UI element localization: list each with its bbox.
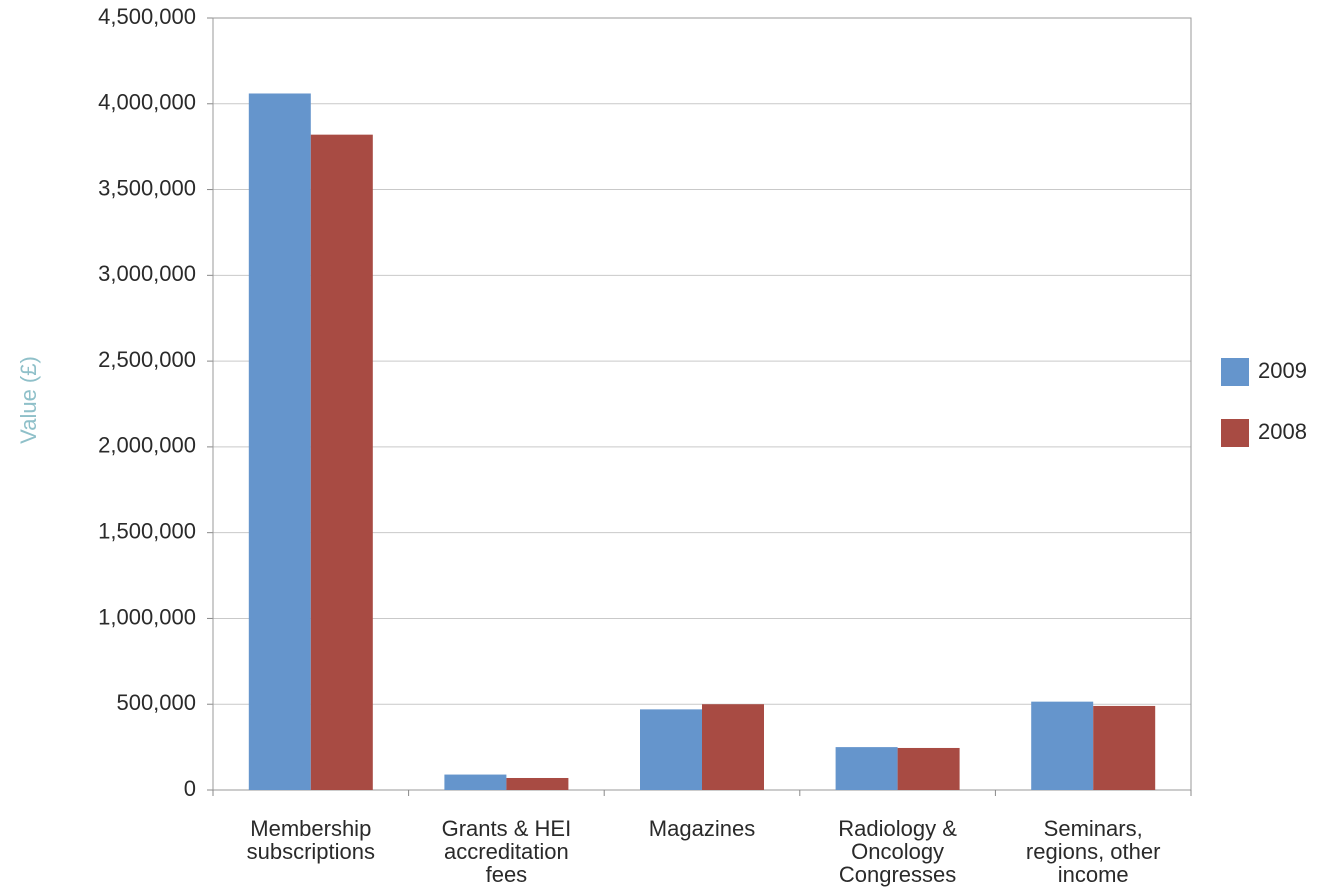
bar xyxy=(640,709,702,790)
legend-swatch xyxy=(1221,358,1249,386)
x-tick-label: Radiology & Oncology Congresses xyxy=(838,816,957,887)
legend-label: 2009 xyxy=(1258,358,1307,383)
bar xyxy=(444,774,507,790)
y-tick-label: 3,500,000 xyxy=(98,175,196,200)
bar xyxy=(506,777,569,790)
bar xyxy=(310,134,373,790)
y-tick-label: 0 xyxy=(184,776,196,801)
y-tick-label: 1,500,000 xyxy=(98,518,196,543)
y-tick-label: 2,000,000 xyxy=(98,433,196,458)
x-tick-label: Membership subscriptions xyxy=(246,816,375,864)
x-tick-label: Seminars, regions, other income xyxy=(1025,816,1161,887)
legend-label: 2008 xyxy=(1258,419,1307,444)
x-tick-label: Magazines xyxy=(648,816,756,841)
y-tick-label: 2,500,000 xyxy=(98,347,196,372)
legend-swatch xyxy=(1221,419,1249,447)
bar xyxy=(835,747,898,790)
bar xyxy=(1031,701,1094,790)
bar xyxy=(702,704,764,790)
y-tick-label: 4,000,000 xyxy=(98,90,196,115)
y-tick-label: 4,500,000 xyxy=(98,4,196,29)
bar xyxy=(1093,705,1156,790)
y-axis-label: Value (£) xyxy=(16,356,41,444)
y-tick-label: 1,000,000 xyxy=(98,604,196,629)
bar xyxy=(897,747,960,790)
x-tick-label: Grants & HEI accreditation fees xyxy=(441,816,572,887)
y-tick-label: 500,000 xyxy=(116,690,196,715)
bar xyxy=(248,93,311,791)
y-tick-label: 3,000,000 xyxy=(98,261,196,286)
